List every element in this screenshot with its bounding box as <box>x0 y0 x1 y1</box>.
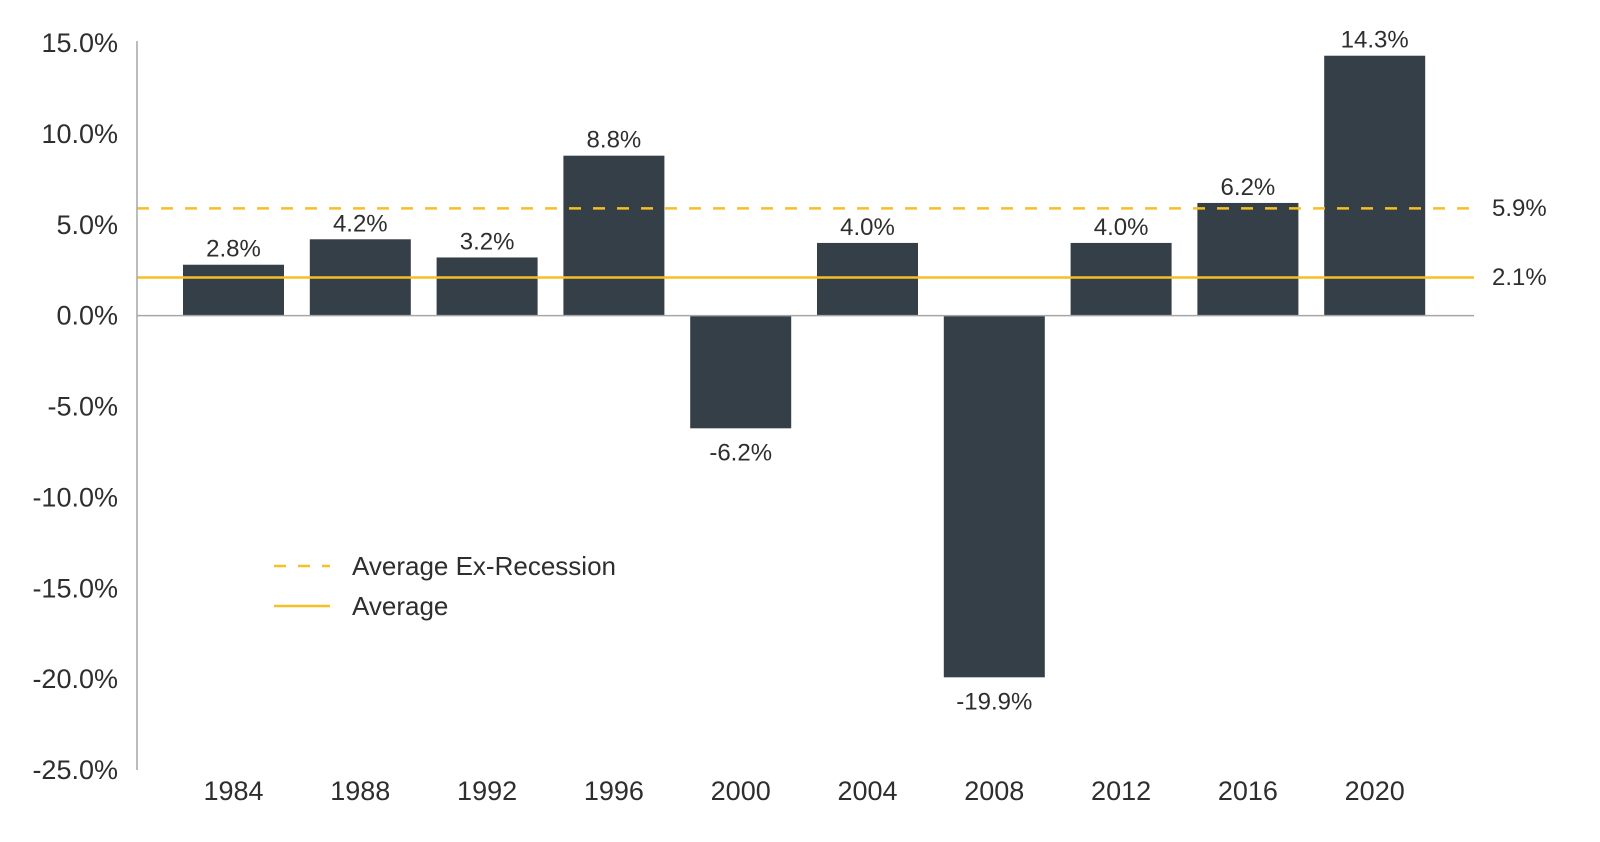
bar <box>563 155 665 316</box>
x-tick-label: 2020 <box>1345 776 1405 806</box>
y-tick-label: -10.0% <box>32 482 118 512</box>
bars <box>183 55 1426 678</box>
bar <box>1324 55 1426 316</box>
legend-label: Average <box>352 591 448 621</box>
x-tick-label: 1996 <box>584 776 644 806</box>
bar <box>690 315 792 429</box>
y-axis-ticks: 15.0% 10.0% 5.0% 0.0% -5.0% -10.0% -15.0% -20.0… <box>32 28 118 785</box>
bar <box>1197 202 1299 316</box>
reference-lines: 5.9% 2.1% <box>137 195 1547 291</box>
data-labels: 2.8% 4.2% 3.2% 8.8% -6.2% 4.0% -19.9% 4.0% 6.2% 1… <box>206 27 1409 716</box>
reference-line-label: 5.9% <box>1492 195 1547 222</box>
data-label: 4.0% <box>1094 214 1149 241</box>
legend-label: Average Ex-Recession <box>352 551 616 581</box>
data-label: 2.8% <box>206 236 261 263</box>
data-label: -6.2% <box>709 439 772 466</box>
bar <box>943 315 1045 678</box>
data-label: 6.2% <box>1221 174 1276 201</box>
y-tick-label: 10.0% <box>41 119 118 149</box>
data-label: 4.2% <box>333 210 388 237</box>
y-tick-label: -20.0% <box>32 664 118 694</box>
y-tick-label: -5.0% <box>47 392 118 422</box>
x-tick-label: 2000 <box>711 776 771 806</box>
data-label: -19.9% <box>956 688 1032 715</box>
reference-line-label: 2.1% <box>1492 264 1547 291</box>
y-tick-label: -25.0% <box>32 755 118 785</box>
bar <box>1070 242 1172 316</box>
y-tick-label: 0.0% <box>56 301 118 331</box>
data-label: 14.3% <box>1341 27 1409 54</box>
bar <box>183 264 284 316</box>
x-tick-label: 2004 <box>837 776 897 806</box>
y-tick-label: -15.0% <box>32 573 118 603</box>
x-tick-label: 2016 <box>1218 776 1278 806</box>
data-label: 8.8% <box>587 127 642 154</box>
data-label: 3.2% <box>460 228 515 255</box>
data-label: 4.0% <box>840 214 895 241</box>
x-tick-label: 1988 <box>330 776 390 806</box>
bar <box>817 242 918 316</box>
x-tick-label: 1984 <box>203 776 263 806</box>
y-tick-label: 5.0% <box>56 210 118 240</box>
legend: Average Ex-Recession Average <box>274 551 616 621</box>
x-tick-label: 1992 <box>457 776 517 806</box>
x-axis-labels: 1984 1988 1992 1996 2000 2004 2008 2012 2016 2020 <box>203 776 1404 806</box>
axes <box>136 41 1474 770</box>
y-tick-label: 15.0% <box>41 28 118 58</box>
bar <box>436 257 538 316</box>
x-tick-label: 2012 <box>1091 776 1151 806</box>
x-tick-label: 2008 <box>964 776 1024 806</box>
